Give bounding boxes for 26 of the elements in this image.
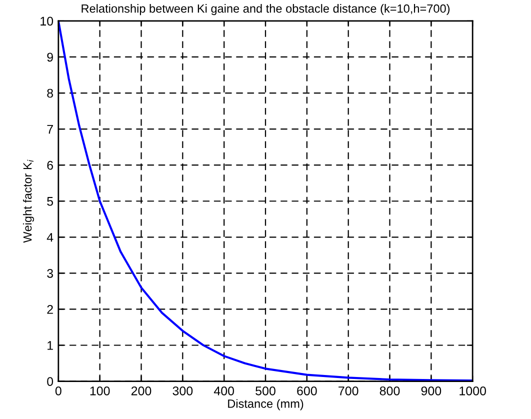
chart-title: Relationship between Ki gaine and the obstacle distance (k=10,h=700) xyxy=(82,4,450,16)
x-tick-label: 900 xyxy=(421,386,442,396)
x-tick-label: 800 xyxy=(380,386,400,396)
y-tick-label: 10 xyxy=(40,16,54,26)
x-tick-label: 700 xyxy=(338,386,358,396)
x-tick-label: 0 xyxy=(55,386,62,396)
y-axis-title: Weight factor K$_{i}$ xyxy=(22,160,34,243)
line-series xyxy=(58,20,473,382)
x-tick-label: 400 xyxy=(214,386,234,396)
y-tick-label: 9 xyxy=(47,52,53,62)
y-tick-label: 1 xyxy=(48,341,53,350)
y-tick-label: 7 xyxy=(47,124,53,134)
x-axis-title: Distance (mm) xyxy=(228,399,304,410)
x-tick-label: 1000 xyxy=(460,386,486,396)
x-tick-label: 200 xyxy=(131,386,152,396)
y-tick-label: 8 xyxy=(47,88,54,98)
y-tick-label: 4 xyxy=(46,233,54,242)
x-tick-label: 100 xyxy=(90,386,110,396)
x-tick-label: 300 xyxy=(172,386,193,396)
y-tick-label: 6 xyxy=(47,160,53,170)
y-tick-label: 2 xyxy=(47,305,53,314)
x-tick-label: 600 xyxy=(297,386,317,396)
x-tick-label: 500 xyxy=(256,386,276,396)
y-tick-label: 5 xyxy=(47,197,54,206)
y-tick-label: 0 xyxy=(47,377,54,386)
y-tick-label: 3 xyxy=(47,268,53,278)
